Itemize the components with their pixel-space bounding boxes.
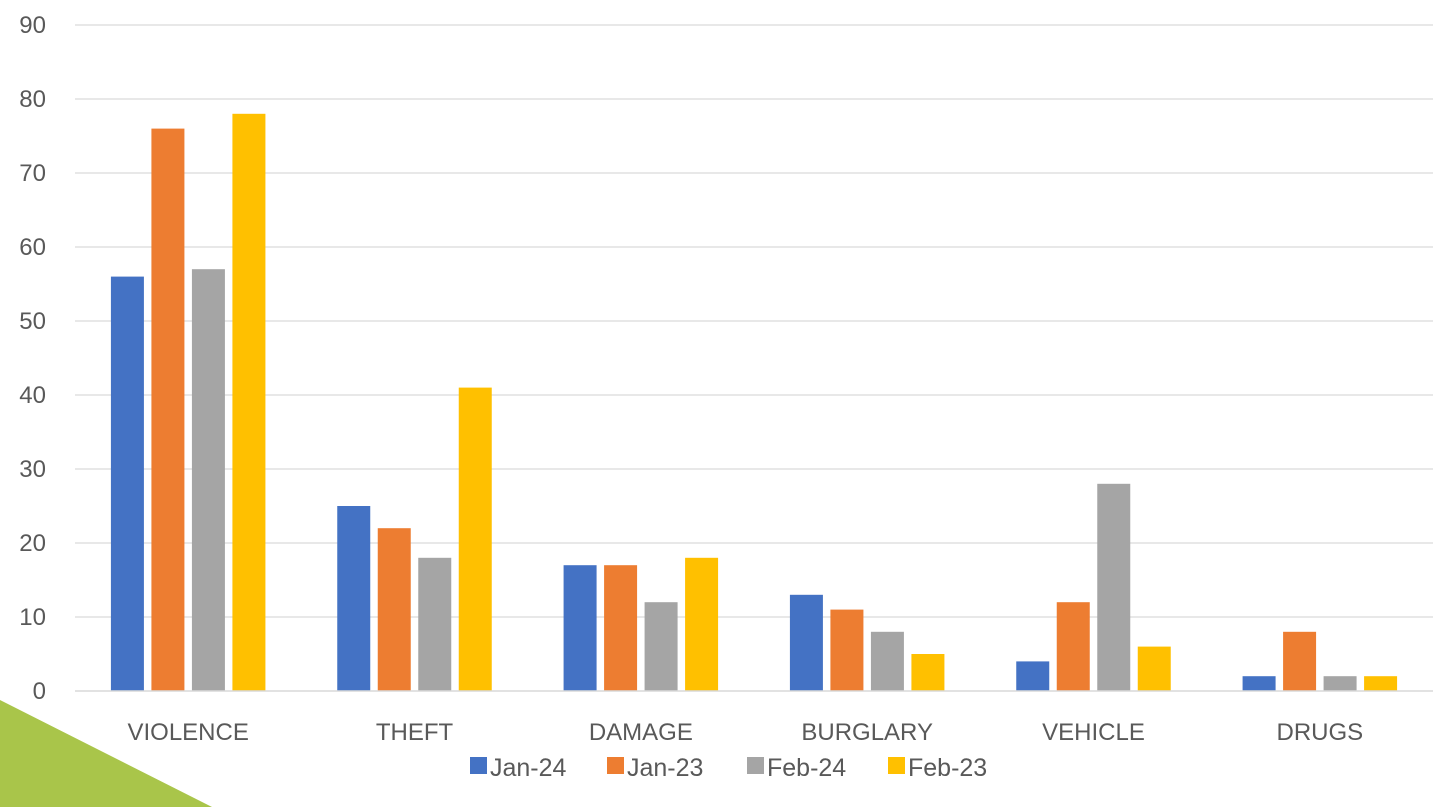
category-label: DRUGS (1276, 719, 1363, 746)
bar-vehicle-jan-24 (1016, 661, 1049, 691)
legend-label: Feb-24 (767, 754, 846, 782)
bar-damage-jan-23 (604, 565, 637, 691)
category-label: VIOLENCE (127, 719, 248, 746)
y-tick-label: 10 (19, 604, 46, 631)
x-axis-category-labels: VIOLENCE THEFT DAMAGE BURGLARY VEHICLE DRUGS (127, 719, 1363, 746)
bars (111, 114, 1397, 691)
bar-theft-jan-24 (337, 506, 370, 691)
category-label: THEFT (376, 719, 454, 746)
y-tick-label: 70 (19, 160, 46, 187)
legend: Jan-24 Jan-23 Feb-24 Feb-23 (470, 754, 987, 782)
bar-burglary-feb-23 (911, 654, 944, 691)
bar-damage-jan-24 (564, 565, 597, 691)
bar-damage-feb-24 (645, 602, 678, 691)
bar-burglary-feb-24 (871, 632, 904, 691)
legend-label: Jan-23 (627, 754, 703, 782)
y-tick-label: 50 (19, 308, 46, 335)
legend-swatch-jan-24 (470, 757, 487, 774)
bar-burglary-jan-24 (790, 595, 823, 691)
legend-swatch-feb-24 (747, 757, 764, 774)
category-label: VEHICLE (1042, 719, 1145, 746)
bar-drugs-jan-24 (1243, 676, 1276, 691)
y-axis-tick-labels: 0 10 20 30 40 50 60 70 80 90 (19, 12, 46, 705)
bar-burglary-jan-23 (830, 610, 863, 691)
bar-vehicle-feb-24 (1097, 484, 1130, 691)
category-label: DAMAGE (589, 719, 693, 746)
bar-violence-feb-24 (192, 269, 225, 691)
legend-swatch-jan-23 (607, 757, 624, 774)
y-tick-label: 40 (19, 382, 46, 409)
legend-label: Feb-23 (908, 754, 987, 782)
y-tick-label: 20 (19, 530, 46, 557)
legend-label: Jan-24 (490, 754, 567, 782)
category-label: BURGLARY (801, 719, 933, 746)
bar-drugs-feb-23 (1364, 676, 1397, 691)
bar-violence-feb-23 (232, 114, 265, 691)
bar-violence-jan-24 (111, 277, 144, 691)
legend-swatch-feb-23 (888, 757, 905, 774)
y-tick-label: 30 (19, 456, 46, 483)
bar-theft-feb-24 (418, 558, 451, 691)
bar-damage-feb-23 (685, 558, 718, 691)
bar-theft-jan-23 (378, 528, 411, 691)
bar-violence-jan-23 (151, 129, 184, 691)
bar-drugs-jan-23 (1283, 632, 1316, 691)
y-tick-label: 90 (19, 12, 46, 39)
y-tick-label: 60 (19, 234, 46, 261)
bar-vehicle-feb-23 (1138, 647, 1171, 691)
y-tick-label: 0 (33, 678, 46, 705)
bar-theft-feb-23 (459, 388, 492, 691)
y-tick-label: 80 (19, 86, 46, 113)
corner-decoration (0, 700, 212, 807)
bar-drugs-feb-24 (1324, 676, 1357, 691)
bar-vehicle-jan-23 (1057, 602, 1090, 691)
gridlines (75, 25, 1433, 617)
